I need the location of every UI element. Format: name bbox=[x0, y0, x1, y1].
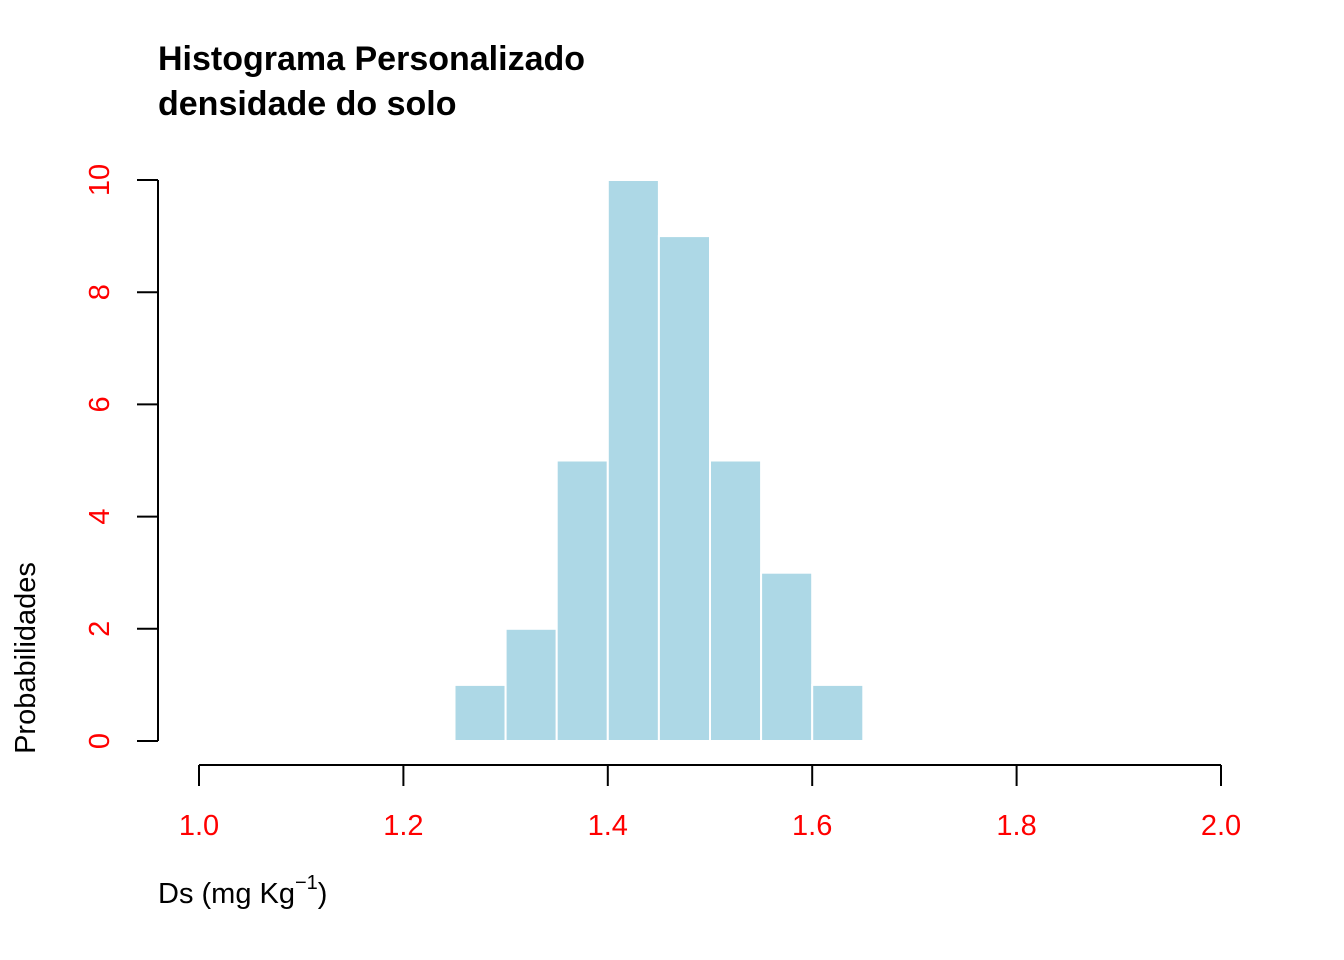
x-tick-label-4: 1.8 bbox=[996, 810, 1036, 842]
histogram-bar-0 bbox=[453, 683, 507, 743]
y-axis-label: Probabilidades bbox=[10, 562, 42, 754]
y-tick-label-3: 6 bbox=[84, 396, 116, 412]
histogram-bar-2 bbox=[555, 459, 609, 742]
y-tick-label-4: 8 bbox=[84, 284, 116, 300]
x-tick-label-1: 1.2 bbox=[383, 810, 423, 842]
y-tick-label-0: 0 bbox=[84, 733, 116, 749]
chart-title-line-2: densidade do solo bbox=[158, 85, 456, 123]
x-axis-label-superscript: −1 bbox=[295, 872, 318, 894]
x-tick-label-3: 1.6 bbox=[792, 810, 832, 842]
x-tick-label-0: 1.0 bbox=[179, 810, 219, 842]
histogram-bar-5 bbox=[709, 459, 763, 742]
x-axis-label-prefix: Ds (mg Kg bbox=[158, 878, 295, 910]
bars-group bbox=[453, 179, 865, 743]
chart-title-line-1: Histograma Personalizado bbox=[158, 40, 585, 78]
x-axis-label: Ds (mg Kg−1) bbox=[158, 872, 327, 910]
histogram-bar-4 bbox=[657, 235, 712, 742]
y-tick-label-1: 2 bbox=[84, 621, 116, 637]
histogram-bar-3 bbox=[606, 179, 660, 742]
x-tick-label-5: 2.0 bbox=[1201, 810, 1241, 842]
y-tick-label-5: 10 bbox=[84, 164, 116, 196]
x-ticks-group: 1.0 1.2 1.4 1.6 1.8 2.0 bbox=[179, 765, 1241, 842]
x-axis-label-suffix: ) bbox=[318, 878, 328, 910]
y-ticks-group: 0 2 4 6 8 10 bbox=[84, 164, 158, 749]
x-tick-label-2: 1.4 bbox=[588, 810, 628, 842]
y-tick-label-2: 4 bbox=[84, 509, 116, 525]
histogram-bar-7 bbox=[811, 683, 865, 743]
histogram-bar-1 bbox=[504, 627, 558, 742]
histogram-bar-6 bbox=[760, 571, 814, 743]
